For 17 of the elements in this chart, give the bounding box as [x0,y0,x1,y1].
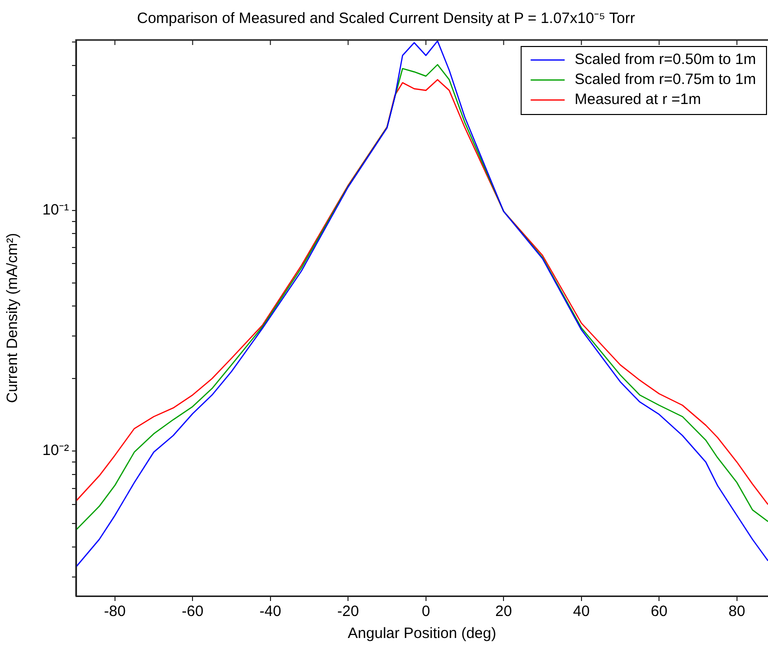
x-tick-label: 80 [728,603,746,620]
y-tick-label: 10⁻² [42,442,69,460]
x-tick-label: 20 [495,603,512,620]
x-tick-label: -40 [260,603,282,620]
legend-label: Scaled from r=0.50m to 1m [574,51,756,68]
y-axis-title: Current Density (mA/cm²) [4,232,22,404]
chart-title: Comparison of Measured and Scaled Current Density at P = 1.07x10⁻⁵ Torr [136,10,636,28]
x-tick-label: 40 [573,603,590,620]
x-tick-label: 0 [422,603,430,620]
x-tick-label: -60 [182,603,204,620]
x-axis-title: Angular Position (deg) [348,625,496,642]
x-tick-label: -20 [337,603,359,620]
legend-label: Measured at r =1m [574,91,701,108]
legend-label: Scaled from r=0.75m to 1m [574,71,756,88]
x-tick-label: -80 [104,603,126,620]
x-tick-label: 60 [650,603,668,620]
y-tick-label: 10⁻¹ [42,201,69,218]
